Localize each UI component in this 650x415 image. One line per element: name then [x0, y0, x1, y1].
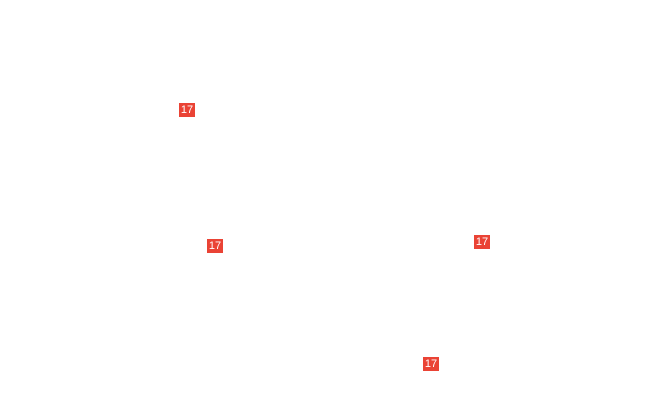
map-marker-badge[interactable]: 17	[179, 103, 195, 117]
map-marker-badge[interactable]: 17	[474, 235, 490, 249]
map-marker-badge[interactable]: 17	[423, 357, 439, 371]
map-marker-badge[interactable]: 17	[207, 239, 223, 253]
